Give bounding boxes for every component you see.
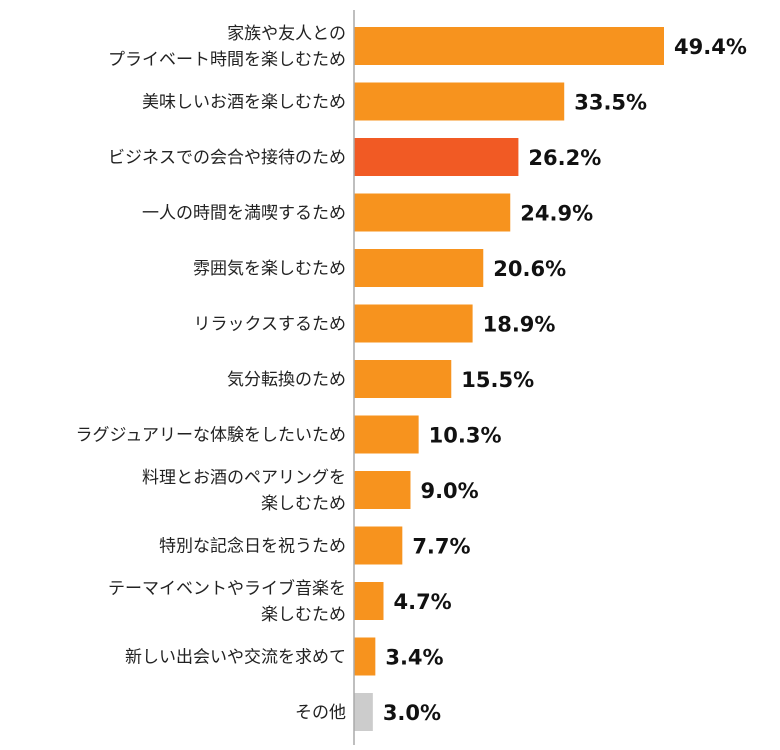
value-label-2: 26.2%	[528, 146, 601, 170]
bar-3	[354, 193, 511, 232]
value-label-5: 18.9%	[483, 313, 556, 337]
bar-7	[354, 415, 419, 454]
value-label-10: 4.7%	[393, 590, 451, 614]
category-label-11: 新しい出会いや交流を求めて	[125, 648, 346, 668]
category-label-2: ビジネスでの会合や接待のため	[108, 148, 346, 168]
category-label-8-line-1: 楽しむため	[261, 494, 346, 514]
category-label-0-line-0: 家族や友人との	[227, 24, 346, 44]
category-label-12: その他	[295, 703, 346, 723]
value-label-8: 9.0%	[420, 479, 478, 503]
bar-5	[354, 304, 473, 343]
bar-1	[354, 82, 565, 121]
value-label-4: 20.6%	[493, 257, 566, 281]
value-label-0: 49.4%	[674, 35, 747, 59]
bar-8	[354, 471, 411, 509]
bar-2	[354, 138, 519, 176]
category-label-4: 雰囲気を楽しむため	[193, 259, 346, 279]
category-label-10-line-0: テーマイベントやライブ音楽を	[108, 578, 346, 599]
category-label-8-line-0: 料理とお酒のペアリングを	[142, 468, 346, 488]
value-label-6: 15.5%	[461, 368, 534, 392]
bar-10	[354, 582, 384, 620]
bar-0	[354, 27, 664, 65]
value-label-11: 3.4%	[385, 646, 443, 670]
category-label-3: 一人の時間を満喫するため	[142, 204, 346, 224]
category-labels: 家族や友人とのプライベート時間を楽しむため美味しいお酒を楽しむためビジネスでの会…	[76, 24, 346, 723]
category-label-7: ラグジュアリーな体験をしたいため	[76, 426, 346, 446]
bars	[354, 27, 664, 731]
category-label-9: 特別な記念日を祝うため	[159, 536, 346, 557]
bar-9	[354, 526, 403, 565]
bar-6	[354, 360, 452, 398]
value-label-3: 24.9%	[520, 202, 593, 226]
bar-4	[354, 249, 484, 287]
category-label-10-line-1: 楽しむため	[261, 605, 346, 625]
value-labels: 49.4% 33.5% 26.2% 24.9% 20.6% 18.9% 15.5% 10.3%…	[383, 35, 747, 725]
value-label-7: 10.3%	[429, 424, 502, 448]
category-label-1: 美味しいお酒を楽しむため	[142, 93, 346, 113]
bar-11	[354, 637, 376, 676]
category-label-0-line-1: プライベート時間を楽しむため	[108, 50, 346, 70]
value-label-1: 33.5%	[574, 91, 647, 115]
value-label-12: 3.0%	[383, 701, 441, 725]
bar-12	[354, 693, 373, 731]
category-label-5: リラックスするため	[194, 315, 347, 335]
category-label-6: 気分転換のため	[227, 370, 346, 390]
value-label-9: 7.7%	[412, 535, 470, 559]
